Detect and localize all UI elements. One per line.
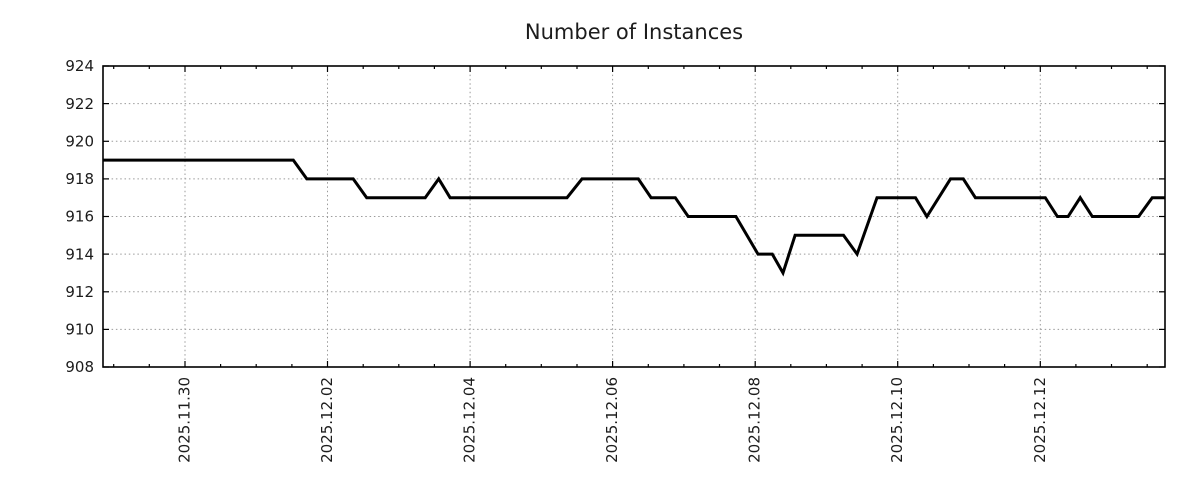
x-tick-label: 2025.12.12 bbox=[1031, 377, 1049, 463]
x-tick-label: 2025.12.02 bbox=[318, 377, 336, 463]
y-tick-label: 918 bbox=[65, 170, 94, 188]
y-tick-label: 922 bbox=[65, 95, 94, 113]
plot-area: 908 910 912 914 916 918 920 922 924 2025.11.30 202… bbox=[65, 57, 1166, 463]
x-tick-label: 2025.12.06 bbox=[603, 377, 621, 463]
data-line bbox=[103, 158, 1165, 277]
chart-title: Number of Instances bbox=[525, 20, 743, 44]
x-tick-label: 2025.12.08 bbox=[746, 377, 764, 463]
y-tick-label: 908 bbox=[65, 358, 94, 376]
plot-border bbox=[102, 65, 1166, 368]
y-tick-label: 924 bbox=[65, 57, 94, 75]
x-tick-label: 2025.12.10 bbox=[888, 377, 906, 463]
x-tick-label: 2025.12.04 bbox=[461, 377, 479, 463]
y-tick-label: 914 bbox=[65, 245, 94, 263]
x-tick-label: 2025.11.30 bbox=[176, 377, 194, 463]
y-tick-label: 912 bbox=[65, 283, 94, 301]
y-tick-label: 920 bbox=[65, 132, 94, 150]
y-tick-label: 910 bbox=[65, 321, 94, 339]
y-tick-label: 916 bbox=[65, 208, 94, 226]
